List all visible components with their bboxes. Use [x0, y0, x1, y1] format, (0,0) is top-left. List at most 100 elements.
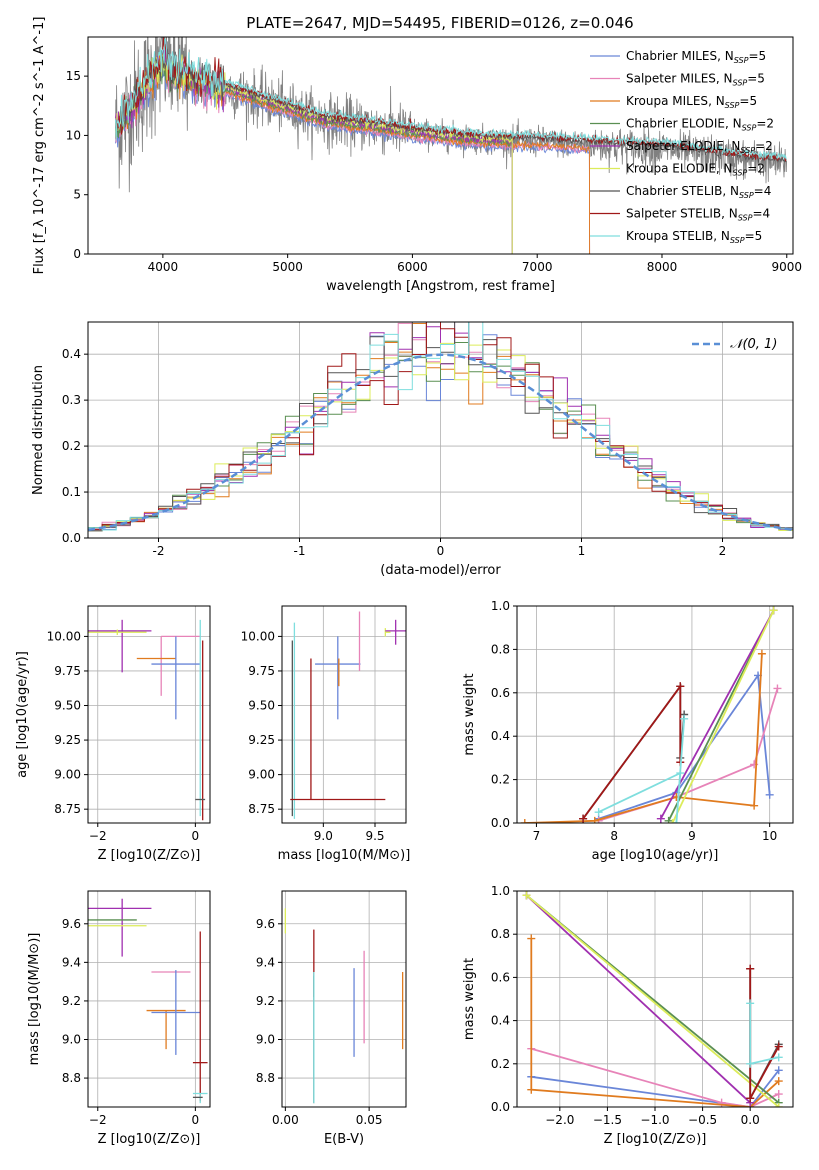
y-tick-label: 0.6 [491, 686, 510, 700]
x-tick-label: 9000 [771, 260, 802, 274]
errorbar-kroupa-elodie [88, 629, 147, 636]
series-line [524, 653, 763, 823]
series-line [749, 968, 780, 1099]
x-tick-label: 5000 [272, 260, 303, 274]
errorbar-chabrier-miles [315, 636, 361, 720]
x-tick-label: 0.00 [272, 1113, 299, 1127]
data-marker [774, 1090, 783, 1099]
data-marker [769, 606, 778, 615]
y-tick-label: 0.0 [491, 1100, 510, 1114]
data-marker [746, 1059, 755, 1068]
errorbar-salpeter-miles [160, 635, 201, 696]
y-tick-label: 9.0 [62, 1033, 81, 1047]
y-tick-label: 9.75 [54, 664, 81, 678]
panels: 4000 5000 6000 7000 8000 9000051015wavelength… [15, 17, 802, 1147]
legend-entry: Chabrier STELIB, NSSP=4 [626, 184, 771, 200]
errorbar-kroupa-elodie [384, 628, 391, 637]
series-kroupa-miles [520, 649, 766, 823]
y-tick-label: 10 [66, 128, 81, 142]
legend-entry: Kroupa ELODIE, NSSP=2 [626, 162, 765, 178]
y-tick-label: 0.4 [62, 347, 81, 361]
series-line [660, 609, 775, 820]
y-tick-label: 0.4 [491, 1014, 510, 1028]
x-tick-label: 0.05 [356, 1113, 383, 1127]
x-tick-label: 7 [533, 829, 541, 843]
series-kroupa-stelib [594, 714, 689, 823]
series-line [525, 894, 780, 1107]
legend-series-name: Kroupa ELODIE [626, 162, 716, 176]
legend-nssp: 4 [763, 207, 771, 221]
series-kroupa-elodie [115, 52, 513, 254]
x-tick-label: 8 [610, 829, 618, 843]
axes-frame [87, 36, 794, 255]
y-tick-label: 9.25 [54, 733, 81, 747]
y-tick-label: 9.6 [256, 917, 275, 931]
legend-nssp: 2 [766, 117, 774, 131]
plot-area [115, 37, 787, 254]
y-tick-label: 9.50 [248, 699, 275, 713]
data-marker [520, 819, 529, 823]
x-axis-label: E(B-V) [324, 1132, 364, 1147]
legend-nssp: 5 [759, 49, 767, 63]
legend-entry: Kroupa MILES, NSSP=5 [626, 94, 757, 110]
x-tick-label: 10 [762, 829, 777, 843]
y-tick-label: 0 [73, 247, 81, 261]
series-line [598, 688, 779, 822]
y-tick-label: 8.8 [62, 1071, 81, 1085]
panel-mass-ebv: 0.00 0.05 8.8 9.0 9.2 9.4 9.6 E(B-V) [256, 890, 407, 1147]
legend-nssp: 4 [764, 184, 772, 198]
y-tick-label: 0.1 [62, 485, 81, 499]
data-marker [746, 999, 755, 1008]
panel-weight-age: 7 8 9 10 0.0 0.2 0.4 0.6 0.8 1.0 age [log10(age/yr… [462, 599, 794, 863]
x-tick-label: 0 [192, 829, 200, 843]
plot-area [88, 898, 208, 1104]
errorbar-chabrier-miles [151, 636, 201, 720]
panel-age-mass: 9.0 9.5 8.75 9.00 9.25 9.50 9.75 10.00 mass [log… [241, 605, 410, 863]
series-kroupa-elodie [668, 606, 778, 823]
series-line [525, 894, 751, 1104]
x-tick-label: −1.5 [593, 1113, 622, 1127]
y-tick-label: 0.4 [491, 729, 510, 743]
data-marker [579, 814, 588, 823]
y-tick-label: 9.2 [256, 994, 275, 1008]
series-line [671, 609, 775, 823]
data-marker [664, 816, 673, 823]
data-marker [746, 1094, 755, 1103]
errorbar-salpeter-stelib [290, 658, 386, 801]
series-line [749, 968, 780, 1099]
y-tick-label: 0.8 [491, 927, 510, 941]
y-tick-label: 8.8 [256, 1071, 275, 1085]
legend-entry: Chabrier MILES, NSSP=5 [626, 49, 766, 65]
errorbar-chabrier-miles [151, 970, 201, 1055]
data-marker [765, 790, 774, 799]
panel-weight-Z: −2.0 −1.5 −1.0 −0.5 0.0 0.0 0.2 0.4 0.6 0.8 1.0 Z [… [462, 884, 794, 1147]
legend-entry: Salpeter STELIB, NSSP=4 [626, 207, 770, 223]
legend-series-name: Salpeter ELODIE [626, 139, 724, 153]
data-marker [774, 1042, 783, 1051]
axes-frame [281, 890, 407, 1108]
y-tick-label: 8.75 [54, 802, 81, 816]
data-marker [668, 819, 677, 823]
plot-area [88, 322, 793, 532]
y-axis-label: mass weight [462, 958, 477, 1040]
x-axis-label: Z [log10(Z/Z⊙)] [98, 1132, 201, 1147]
y-axis-label: Normed distribution [31, 365, 46, 495]
legend-series-name: Salpeter STELIB [626, 207, 721, 221]
axes-frame [87, 890, 211, 1108]
x-tick-label: 4000 [148, 260, 179, 274]
x-tick-label: −0.5 [688, 1113, 717, 1127]
y-tick-label: 9.00 [54, 768, 81, 782]
y-tick-label: 0.0 [491, 816, 510, 830]
legend-nssp: 5 [749, 94, 757, 108]
y-tick-label: 10.00 [241, 629, 275, 643]
data-marker [774, 1077, 783, 1086]
y-axis-label: mass [log10(M/M⊙)] [27, 933, 42, 1066]
panel-mass-Z: −2 0 8.8 9.0 9.2 9.4 9.6 Z [log10(Z/Z⊙)] mass [l… [27, 890, 211, 1147]
plot-area [290, 611, 406, 819]
figure-title: PLATE=2647, MJD=54495, FIBERID=0126, z=0… [246, 14, 633, 32]
y-tick-label: 9.4 [256, 955, 275, 969]
data-marker [522, 891, 531, 900]
plot-area [88, 619, 206, 821]
data-marker [672, 819, 681, 823]
y-axis-label: age [log10(age/yr)] [15, 651, 30, 778]
